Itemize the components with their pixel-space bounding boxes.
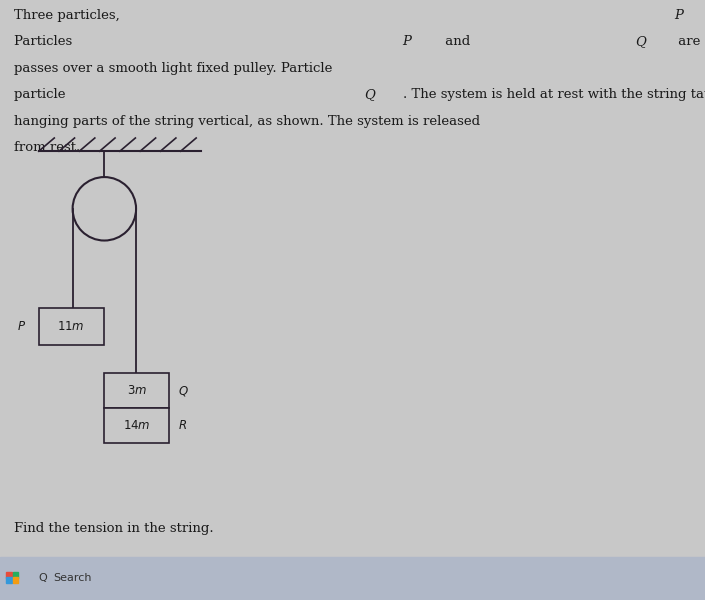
Text: $3m$: $3m$ — [127, 384, 147, 397]
Bar — [0, 557, 705, 600]
Text: hanging parts of the string vertical, as shown. The system is released: hanging parts of the string vertical, as… — [14, 115, 480, 128]
Text: Particles: Particles — [14, 35, 77, 49]
Text: Q: Q — [39, 574, 47, 583]
Text: Q: Q — [364, 88, 374, 101]
Text: Find the tension in the string.: Find the tension in the string. — [14, 522, 214, 535]
Text: Q: Q — [636, 35, 646, 49]
Text: Three particles,: Three particles, — [14, 9, 124, 22]
Bar — [13, 577, 18, 583]
Text: $11m$: $11m$ — [57, 320, 85, 333]
Text: $Q$: $Q$ — [178, 383, 188, 398]
Text: from rest.: from rest. — [14, 141, 80, 154]
Bar — [104, 408, 169, 443]
Text: passes over a smooth light fixed pulley. Particle: passes over a smooth light fixed pulley.… — [14, 62, 337, 75]
Bar — [6, 577, 12, 583]
Text: P: P — [403, 35, 412, 49]
Text: . The system is held at rest with the string taut and the: . The system is held at rest with the st… — [403, 88, 705, 101]
Bar — [13, 572, 18, 578]
Text: $14m$: $14m$ — [123, 419, 151, 432]
Bar — [6, 572, 12, 578]
Text: and: and — [441, 35, 475, 49]
Text: are connected by a light inextensible string that: are connected by a light inextensible st… — [675, 35, 705, 49]
Text: $P$: $P$ — [17, 320, 26, 333]
Text: Search: Search — [53, 574, 92, 583]
Text: particle: particle — [14, 88, 70, 101]
Bar — [39, 308, 104, 345]
Text: $R$: $R$ — [178, 419, 187, 432]
Text: P: P — [675, 9, 683, 22]
Bar — [104, 373, 169, 408]
